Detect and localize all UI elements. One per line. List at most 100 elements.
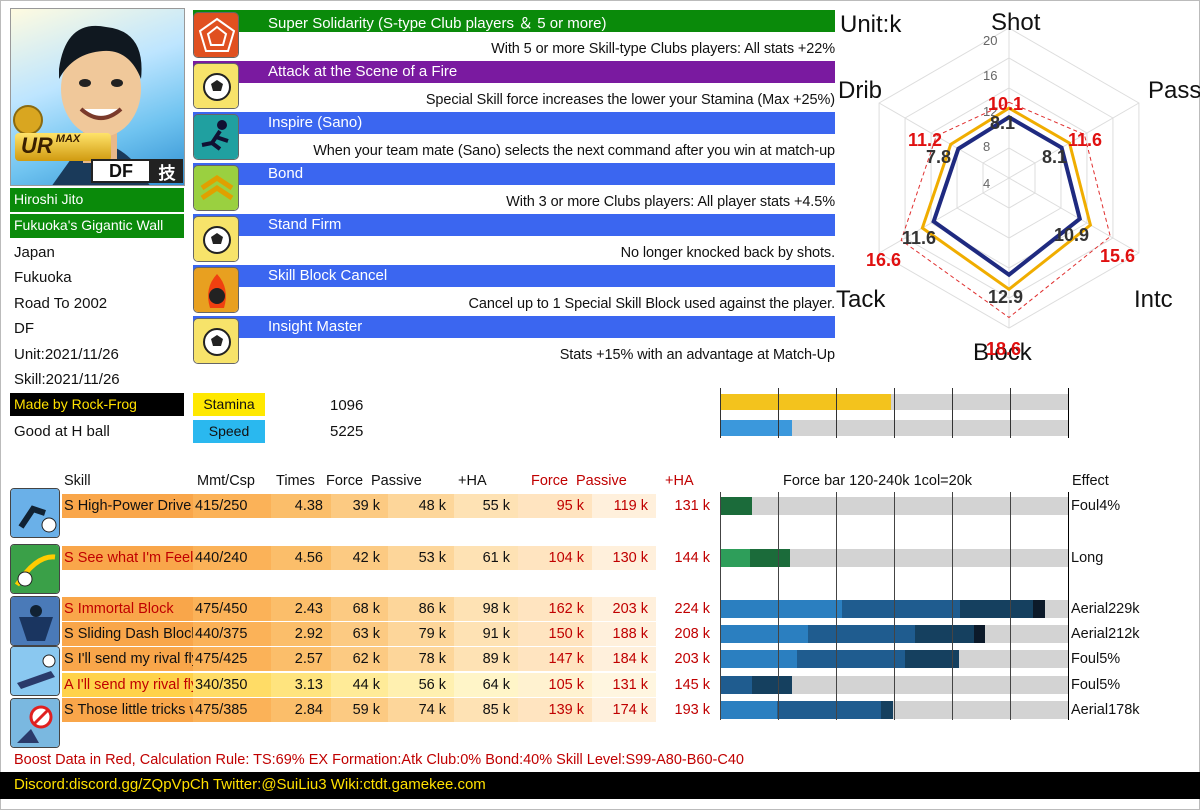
skill-name: S See what I'm Feeling! [62, 546, 193, 570]
passive-title: Insight Master [193, 316, 835, 338]
player-team: Fukuoka [14, 269, 72, 286]
player-nickname: Fukuoka's Gigantic Wall [10, 214, 184, 238]
skill-effect: Foul4% [1071, 498, 1121, 514]
bar-gridline [720, 492, 721, 720]
skill-name: S Immortal Block [62, 597, 193, 621]
header-times: Times [276, 473, 315, 489]
force-bar-segment [721, 650, 798, 668]
passive-desc: With 5 or more Skill-type Clubs players:… [491, 41, 835, 57]
radar-axis-label: Tack [836, 286, 886, 313]
radar-series [931, 114, 1083, 278]
skill-boost-force: 150 k [518, 622, 592, 646]
bar-gridline [836, 492, 837, 720]
radar-boost-label: 16.6 [866, 250, 901, 270]
radar-tick: 4 [983, 176, 990, 191]
skill-effect: Long [1071, 550, 1104, 566]
bar-gridline [1068, 492, 1069, 720]
force-bar-segment [807, 625, 916, 643]
bar-gridline [1010, 388, 1011, 438]
radar-axis-label: Intc [1134, 286, 1173, 313]
unit-date: Unit:2021/11/26 [14, 346, 119, 363]
radar-axis-label: Pass [1148, 77, 1200, 104]
player-avatar [52, 25, 150, 185]
skill-cost: 475/385 [193, 698, 271, 722]
header-boost-ha: +HA [665, 473, 694, 489]
bar-gridline [836, 388, 837, 438]
maker-label: Made by Rock-Frog [10, 393, 184, 416]
footer-links: Discord:discord.gg/ZQpVpCh Twitter:@SuiL… [0, 772, 1200, 799]
header-ha: +HA [458, 473, 487, 489]
skill-boost-ha: 131 k [656, 494, 718, 518]
skill-ha: 61 k [454, 546, 518, 570]
skill-times: 3.13 [271, 673, 331, 697]
skill-boost-ha: 193 k [656, 698, 718, 722]
coin-icon [13, 105, 43, 135]
skill-boost-ha: 203 k [656, 647, 718, 671]
skill-ha: 55 k [454, 494, 518, 518]
skill-cost: 440/240 [193, 546, 271, 570]
skill-boost-passive: 174 k [592, 698, 656, 722]
skill-ha: 64 k [454, 673, 518, 697]
skill-name: S Those little tricks won't work! [62, 698, 193, 722]
skill-ha: 89 k [454, 647, 518, 671]
skill-boost-force: 147 k [518, 647, 592, 671]
skill-passive: 48 k [388, 494, 454, 518]
skill-force: 63 k [331, 622, 388, 646]
skill-passive: 74 k [388, 698, 454, 722]
radar-boost-label: 15.6 [1100, 246, 1135, 266]
bar-gridline [778, 388, 779, 438]
skill-cost: 415/250 [193, 494, 271, 518]
force-bar-segment [750, 549, 791, 567]
skill-cost: 475/425 [193, 647, 271, 671]
passive-desc: With 3 or more Clubs players: All player… [506, 194, 835, 210]
radar-series [920, 106, 1093, 292]
player-portrait: UR MAX DF 技 [10, 8, 185, 186]
chevron-up-icon [193, 165, 239, 211]
force-bar-segment [752, 676, 793, 694]
radar-spoke [878, 102, 1010, 179]
skill-times: 2.92 [271, 622, 331, 646]
header-forcebar: Force bar 120-240k 1col=20k [783, 473, 973, 489]
pass-icon [10, 544, 60, 594]
skill-times: 2.43 [271, 597, 331, 621]
skill-effect: Foul5% [1071, 677, 1121, 693]
force-bar-segment [904, 650, 959, 668]
runner-icon [193, 114, 239, 160]
skill-times: 4.56 [271, 546, 331, 570]
skill-boost-passive: 130 k [592, 546, 656, 570]
passive-desc: Special Skill force increases the lower … [425, 92, 835, 108]
skill-passive: 53 k [388, 546, 454, 570]
skill-force: 42 k [331, 546, 388, 570]
force-bar-segment [842, 600, 961, 618]
header-boost-force: Force [531, 473, 569, 489]
skill-effect: Aerial212k [1071, 626, 1140, 642]
skill-cost: 475/450 [193, 597, 271, 621]
skill-effect: Aerial178k [1071, 702, 1140, 718]
rarity-badge: UR MAX [15, 133, 111, 161]
header-skill: Skill [64, 473, 91, 489]
shot-icon [10, 488, 60, 538]
skill-effect: Aerial229k [1071, 601, 1140, 617]
skill-boost-passive: 131 k [592, 673, 656, 697]
force-bar-segment [721, 701, 777, 719]
type-badge: 技 [151, 159, 183, 183]
passive-title: Skill Block Cancel [193, 265, 835, 287]
bar-gridline [952, 492, 953, 720]
skill-ha: 85 k [454, 698, 518, 722]
skill-force: 59 k [331, 698, 388, 722]
radar-value-label: 12.9 [988, 287, 1023, 307]
skill-name: S I'll send my rival flying! [62, 647, 193, 671]
skill-passive: 78 k [388, 647, 454, 671]
skill-name: S Sliding Dash Block [62, 622, 193, 646]
skill-boost-ha: 224 k [656, 597, 718, 621]
radar-tick: 8 [983, 139, 990, 154]
skill-boost-force: 105 k [518, 673, 592, 697]
header-force: Force [326, 473, 364, 489]
bar-gridline [952, 388, 953, 438]
bar-gridline [1010, 492, 1011, 720]
player-name: Hiroshi Jito [10, 188, 184, 212]
good-at-label: Good at H ball [14, 423, 110, 440]
radar-spoke [1008, 177, 1140, 254]
skill-times: 4.38 [271, 494, 331, 518]
passive-title: Super Solidarity (S-type Club players ＆ … [193, 10, 835, 32]
